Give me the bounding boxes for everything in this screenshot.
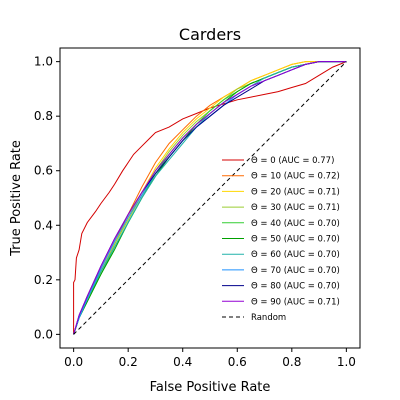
legend-label: Θ = 80 (AUC = 0.70) [251, 282, 340, 292]
legend-label: Θ = 50 (AUC = 0.70) [251, 235, 340, 245]
series-line-10 [73, 61, 347, 335]
x-tick-label: 1.0 [337, 355, 356, 369]
legend-label: Θ = 90 (AUC = 0.71) [251, 297, 340, 307]
x-axis-ticks: 0.0 0.2 0.4 0.6 0.8 1.0 [64, 348, 356, 369]
legend: Θ = 0 (AUC = 0.77) Θ = 10 (AUC = 0.72) Θ =… [222, 156, 340, 323]
legend-label: Random [251, 313, 286, 323]
y-axis-ticks: 0.0 0.2 0.4 0.6 0.8 1.0 [34, 55, 60, 341]
series-layer [73, 61, 347, 335]
x-tick-label: 0.4 [173, 355, 192, 369]
legend-label: Θ = 20 (AUC = 0.71) [251, 187, 340, 197]
series-line-9 [73, 61, 347, 335]
y-tick-label: 0.8 [34, 109, 53, 123]
y-tick-label: 0.0 [34, 327, 53, 341]
x-axis-label: False Positive Rate [150, 380, 271, 395]
series-line-6 [73, 61, 347, 335]
x-tick-label: 0.6 [228, 355, 247, 369]
legend-label: Θ = 40 (AUC = 0.70) [251, 219, 340, 229]
chart-title: Carders [179, 25, 241, 44]
y-axis-label: True Positive Rate [9, 140, 24, 257]
x-tick-label: 0.2 [119, 355, 138, 369]
y-tick-label: 0.2 [34, 273, 53, 287]
y-tick-label: 0.4 [34, 218, 53, 232]
legend-label: Θ = 30 (AUC = 0.71) [251, 203, 340, 213]
legend-label: Θ = 10 (AUC = 0.72) [251, 172, 340, 182]
y-tick-label: 1.0 [34, 55, 53, 69]
y-tick-label: 0.6 [34, 164, 53, 178]
series-line-0 [73, 61, 347, 335]
x-tick-label: 0.8 [282, 355, 301, 369]
legend-label: Θ = 0 (AUC = 0.77) [251, 156, 334, 166]
legend-label: Θ = 70 (AUC = 0.70) [251, 266, 340, 276]
legend-label: Θ = 60 (AUC = 0.70) [251, 250, 340, 260]
x-tick-label: 0.0 [64, 355, 83, 369]
plot-frame [59, 47, 361, 349]
